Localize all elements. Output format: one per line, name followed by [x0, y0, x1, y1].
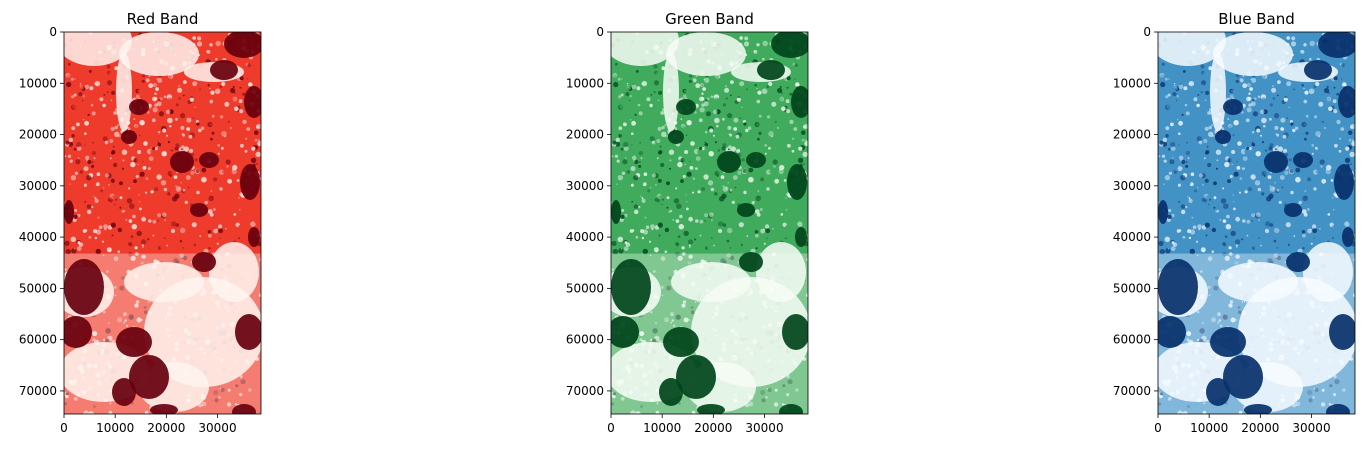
chart-title: Green Band [665, 10, 754, 28]
y-tick-label: 40000 [1113, 230, 1151, 244]
heatmap-image [611, 32, 808, 414]
y-tick-label: 50000 [19, 281, 57, 295]
chart-title: Blue Band [1218, 10, 1294, 28]
x-tick-label: 10000 [643, 421, 681, 435]
y-tick-label: 20000 [566, 128, 604, 142]
y-tick-label: 0 [596, 25, 604, 39]
heatmap-image [64, 32, 261, 414]
axes-frame [63, 31, 262, 415]
y-tick-label: 50000 [566, 281, 604, 295]
chart-title: Red Band [127, 10, 199, 28]
x-tick-label: 20000 [694, 421, 732, 435]
panel-red-band: Red Band 0 10000 20000 30000 0 10000 20000 30000… [19, 10, 262, 435]
y-tick-label: 10000 [566, 76, 604, 90]
x-tick-label: 20000 [1241, 421, 1279, 435]
y-tick-label: 70000 [1113, 384, 1151, 398]
x-tick-label: 30000 [745, 421, 783, 435]
y-tick-label: 20000 [19, 128, 57, 142]
y-tick-label: 40000 [566, 230, 604, 244]
panel-green-band: Green Band 0 10000 20000 30000 0 10000 20000 300… [566, 10, 809, 435]
x-tick-label: 30000 [1292, 421, 1330, 435]
y-tick-label: 10000 [1113, 76, 1151, 90]
x-tick-label: 0 [607, 421, 615, 435]
x-tick-label: 10000 [1190, 421, 1228, 435]
x-tick-label: 10000 [96, 421, 134, 435]
y-tick-label: 70000 [566, 384, 604, 398]
x-tick-label: 0 [1154, 421, 1162, 435]
y-tick-label: 60000 [566, 333, 604, 347]
y-tick-label: 30000 [566, 179, 604, 193]
x-tick-label: 20000 [147, 421, 185, 435]
y-tick-label: 70000 [19, 384, 57, 398]
y-tick-label: 30000 [19, 179, 57, 193]
y-tick-label: 30000 [1113, 179, 1151, 193]
y-tick-label: 0 [49, 25, 57, 39]
y-tick-label: 10000 [19, 76, 57, 90]
heatmap-image [1158, 32, 1355, 414]
panel-blue-band: Blue Band 0 10000 20000 30000 0 10000 20000 3000… [1113, 10, 1356, 435]
y-tick-label: 40000 [19, 230, 57, 244]
y-tick-label: 50000 [1113, 281, 1151, 295]
y-tick-label: 20000 [1113, 128, 1151, 142]
x-tick-label: 30000 [198, 421, 236, 435]
axes-frame [610, 31, 809, 415]
x-tick-label: 0 [60, 421, 68, 435]
y-tick-label: 60000 [1113, 333, 1151, 347]
axes-frame [1157, 31, 1356, 415]
y-tick-label: 0 [1143, 25, 1151, 39]
y-tick-label: 60000 [19, 333, 57, 347]
